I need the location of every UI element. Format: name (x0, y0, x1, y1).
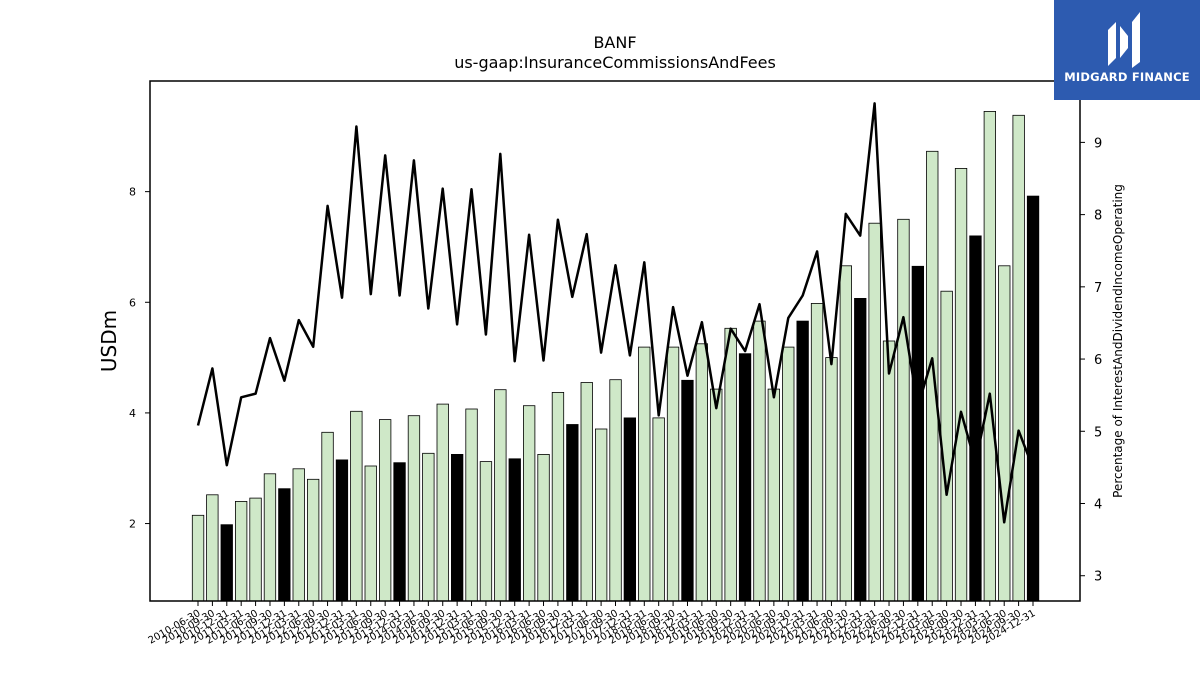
bar (882, 340, 896, 602)
bar (969, 235, 982, 602)
bar (609, 379, 622, 602)
y-right-tick-label: 3 (1094, 570, 1102, 585)
bar (465, 408, 478, 602)
y-right-tick-label: 9 (1094, 136, 1102, 151)
y-axis-right-label: Percentage of InterestAndDividendIncomeO… (1111, 184, 1125, 498)
y-tick-label: 6 (129, 296, 136, 309)
bar (652, 417, 665, 602)
bar (523, 405, 536, 602)
bar (364, 465, 377, 602)
midgard-logo-icon (1108, 12, 1140, 68)
bar (335, 459, 349, 602)
chart-title: BANF (593, 33, 636, 52)
bar (681, 379, 694, 602)
bar-series (191, 111, 1040, 602)
bar (738, 353, 752, 602)
y-right-tick-label: 8 (1094, 209, 1102, 224)
bar (508, 458, 521, 602)
y-right-tick-label: 7 (1094, 281, 1102, 296)
bar (666, 346, 680, 602)
line-series (196, 102, 1035, 524)
brand-logo: MIDGARD FINANCE (1054, 0, 1200, 100)
bar (278, 488, 291, 602)
bar (407, 415, 421, 602)
bar (595, 428, 608, 602)
line-path (196, 102, 1035, 524)
bar (695, 343, 708, 602)
bar (450, 453, 464, 602)
bar (623, 417, 636, 602)
y-axis-left: 2 4 6 8 (129, 186, 150, 531)
bar (1012, 114, 1025, 602)
logo-text: MIDGARD FINANCE (1064, 70, 1190, 84)
bar (710, 388, 723, 602)
y-tick-label: 2 (129, 518, 136, 531)
chart-subtitle: us-gaap:InsuranceCommissionsAndFees (454, 53, 776, 72)
bar (393, 462, 406, 602)
bar (782, 346, 795, 602)
bar (911, 265, 924, 602)
bar (998, 265, 1011, 602)
bar (767, 388, 780, 602)
y-tick-label: 4 (129, 407, 136, 420)
bar (724, 327, 737, 602)
bar (839, 265, 852, 602)
bar (566, 424, 579, 602)
bar (983, 111, 996, 602)
bar (206, 494, 219, 602)
y-axis-right: 3 4 5 6 7 8 9 (1080, 136, 1102, 585)
bar (753, 320, 766, 602)
x-axis: 2010-06-302010-09-302010-12-312011-03-31… (147, 601, 1038, 647)
bar (580, 382, 593, 602)
y-right-tick-label: 5 (1094, 425, 1102, 440)
bar (249, 497, 262, 602)
y-axis-left-label: USDm (97, 310, 121, 372)
bar (321, 431, 334, 602)
bar (378, 419, 392, 602)
bar (292, 468, 305, 602)
bar (220, 524, 233, 602)
bar (479, 461, 493, 602)
bar (854, 297, 867, 602)
y-right-tick-label: 6 (1094, 353, 1102, 368)
bar (926, 150, 939, 602)
bar (306, 478, 320, 602)
bar (810, 302, 824, 602)
bar (234, 500, 248, 602)
bar (897, 218, 910, 602)
bar (638, 346, 651, 602)
bar (1026, 195, 1040, 602)
bar (551, 391, 565, 602)
bar (825, 357, 838, 602)
bar (263, 473, 277, 602)
y-tick-label: 8 (129, 186, 136, 199)
bar (191, 514, 205, 602)
bar (436, 403, 449, 602)
bar (537, 453, 550, 602)
bar (350, 410, 363, 602)
y-right-tick-label: 4 (1094, 498, 1102, 513)
bar (868, 222, 881, 602)
bar (796, 320, 809, 602)
bar (954, 167, 968, 602)
bar (494, 389, 507, 602)
bar (422, 452, 435, 602)
